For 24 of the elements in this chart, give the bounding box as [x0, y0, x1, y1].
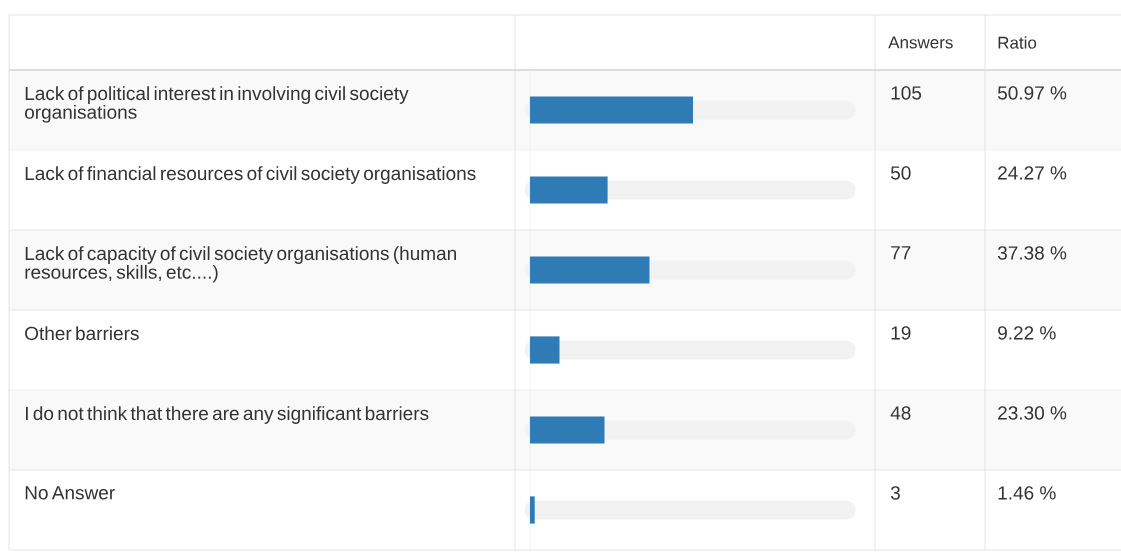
bar	[530, 176, 608, 204]
text: Answers	[888, 36, 953, 49]
bar	[530, 416, 605, 444]
text: 19	[891, 326, 911, 340]
text: 77	[891, 246, 911, 260]
y-tick-label: No Answer	[25, 486, 115, 500]
text: 24.27 %	[998, 166, 1067, 180]
y-tick-label: Lack of financial resources of civil society organisations	[25, 166, 476, 184]
y-tick-label: I do not think that there are any significant barriers	[25, 406, 429, 424]
y-tick-label: Lack of capacity of civil society organisations (human resources, skills, etc....)	[25, 246, 456, 283]
text: Ratio	[998, 36, 1037, 49]
text: 105	[891, 86, 922, 100]
bar	[530, 496, 535, 524]
text: 3	[890, 486, 900, 500]
text: 23.30 %	[998, 406, 1067, 420]
text: 50.97 %	[997, 86, 1067, 100]
text: 1.46 %	[998, 486, 1056, 500]
y-tick-label: Lack of political interest in involving civil society organisations	[25, 86, 409, 123]
y-tick-label: Other barriers	[25, 326, 139, 341]
text: 48	[890, 406, 911, 420]
bar	[530, 336, 560, 364]
text: 9.22 %	[998, 326, 1056, 340]
text: 50	[890, 166, 911, 180]
text: 37.38 %	[997, 246, 1067, 260]
